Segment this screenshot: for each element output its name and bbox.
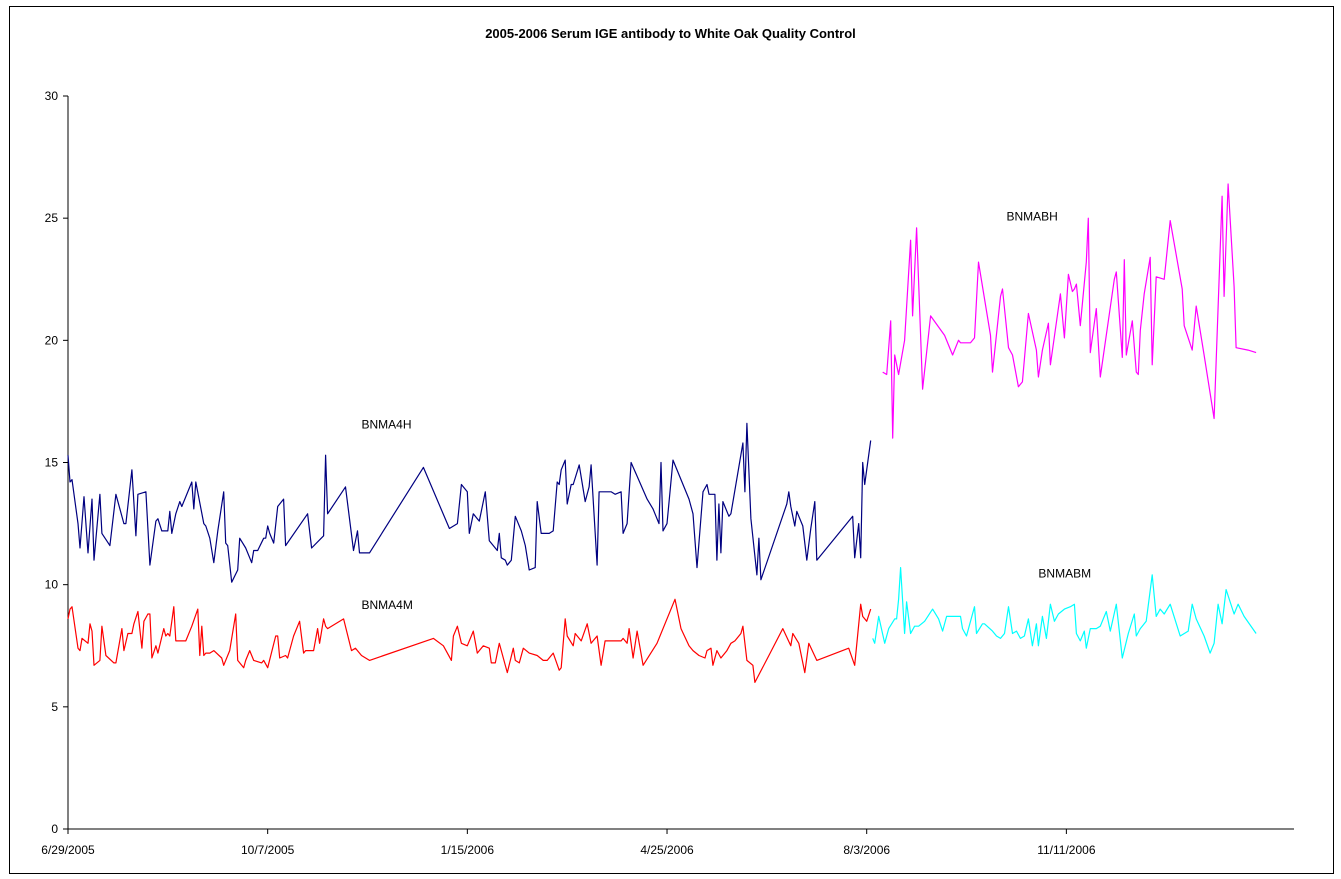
x-tick-label: 1/15/2006 [441, 843, 495, 857]
series-layer [67, 183, 1257, 684]
x-tick-label: 11/11/2006 [1037, 843, 1096, 857]
series-line-bnma4m [67, 598, 872, 684]
y-tick-label: 5 [51, 700, 58, 714]
series-labels: BNMA4H BNMA4M BNMABH BNMABM [362, 210, 1092, 612]
chart-frame [9, 6, 1334, 874]
x-tick-label: 4/25/2006 [640, 843, 694, 857]
series-label-bnma4h: BNMA4H [362, 417, 412, 431]
y-tick-label: 20 [45, 333, 59, 347]
y-tick-label: 15 [45, 456, 59, 470]
y-tick-label: 25 [45, 211, 59, 225]
series-line-bnma4h [67, 422, 872, 583]
x-tick-label: 8/3/2006 [843, 843, 890, 857]
series-label-bnma4m: BNMA4M [362, 598, 413, 612]
axes: 0 5 10 15 20 25 30 6/29/2005 10/7/2005 1/15/2006 4… [41, 89, 1294, 857]
series-line-bnmabm [872, 566, 1257, 659]
chart-title: 2005-2006 Serum IGE antibody to White Oa… [485, 26, 856, 41]
y-tick-label: 10 [45, 578, 59, 592]
x-tick-label: 6/29/2005 [41, 843, 95, 857]
series-line-bnmabh [882, 183, 1257, 439]
series-label-bnmabm: BNMABM [1038, 566, 1091, 580]
y-tick-label: 30 [45, 89, 59, 103]
y-tick-label: 0 [51, 822, 58, 836]
x-tick-label: 10/7/2005 [241, 843, 295, 857]
series-label-bnmabh: BNMABH [1006, 210, 1057, 224]
